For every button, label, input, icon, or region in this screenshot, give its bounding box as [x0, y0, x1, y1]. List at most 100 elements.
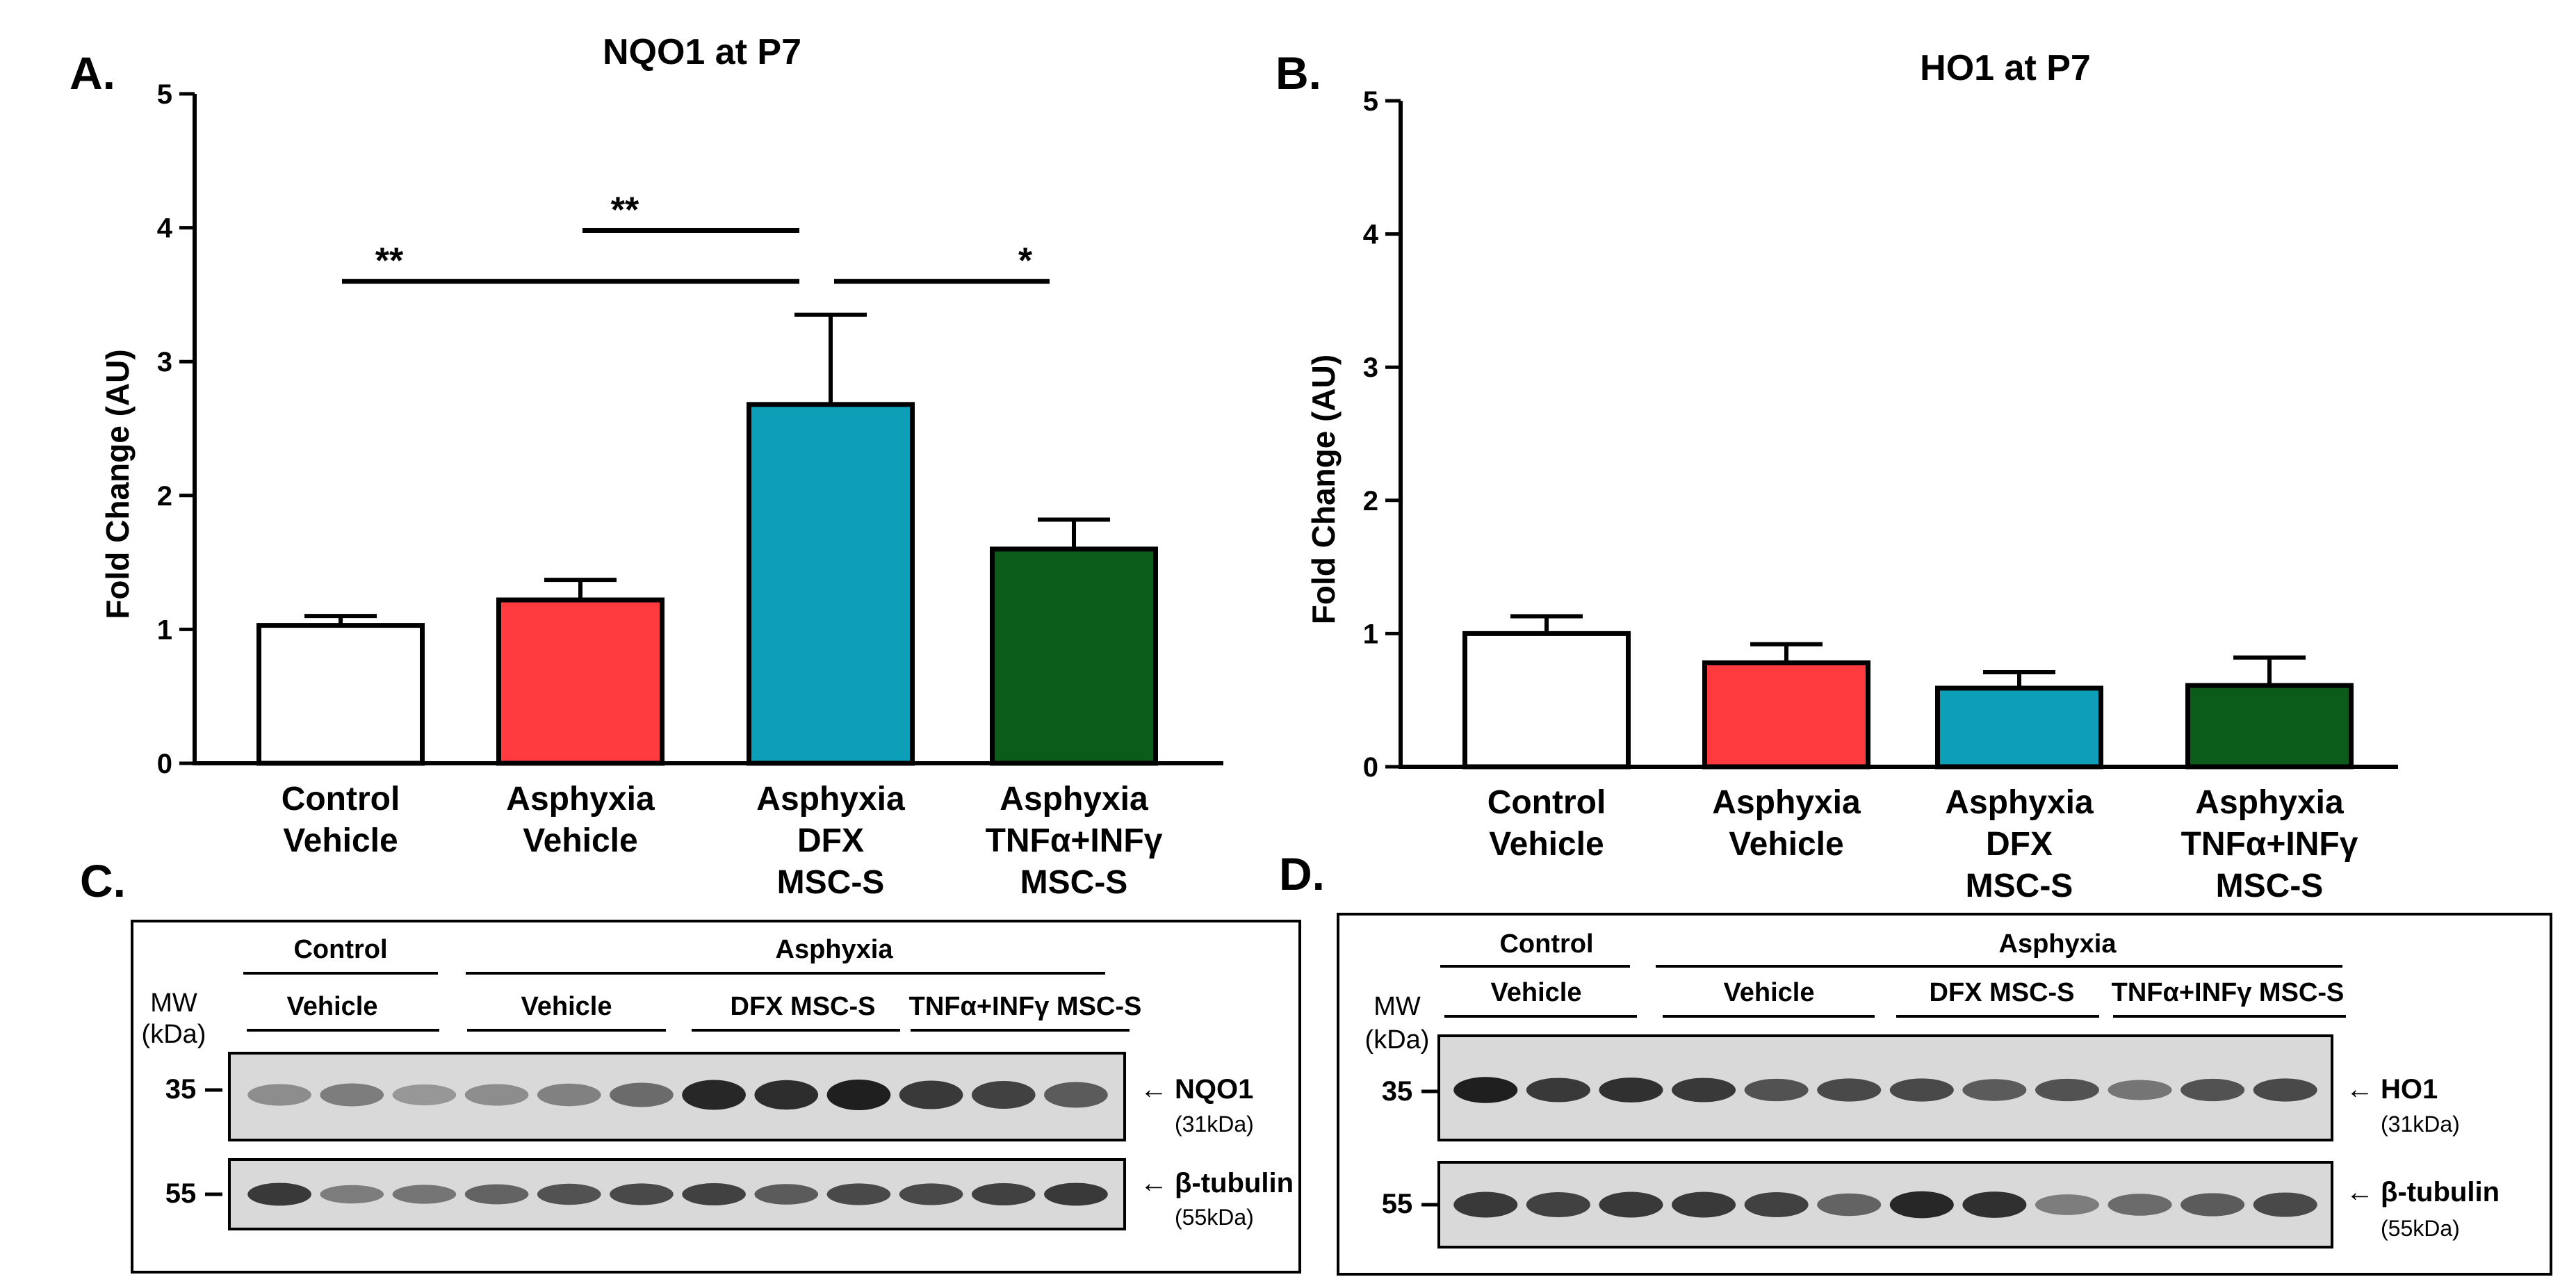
panel-b-bars: 0 1 2 3 4 5 Fold Change (AU) Control Vehicle Asph…: [1305, 86, 2398, 904]
panel-a-significance-label: **: [611, 190, 639, 230]
panel-a-y-tick-label: 1: [157, 615, 172, 645]
blot-band: [1672, 1191, 1736, 1218]
panel-a-category-label: Asphyxia DFX MSC-S: [756, 781, 905, 901]
panel-d-group-dfx: DFX MSC-S: [1930, 978, 2075, 1007]
blot-band: [826, 1183, 891, 1205]
blot-band: [754, 1184, 819, 1205]
blot-band: [1744, 1192, 1809, 1217]
blot-band: [899, 1183, 963, 1205]
panel-c-protein-tubulin: β-tubulin: [1175, 1168, 1294, 1198]
panel-c-arrow-nqo1: ←: [1140, 1074, 1168, 1105]
panel-a-category-label: Control Vehicle: [282, 781, 400, 859]
blot-band: [247, 1182, 311, 1206]
panel-a-y-tick-label: 0: [157, 749, 172, 779]
panel-d-mw-35: 35: [1382, 1076, 1413, 1107]
blot-band: [1744, 1078, 1809, 1102]
panel-c-asphyxia-label: Asphyxia: [776, 935, 894, 964]
blot-band: [392, 1185, 457, 1204]
panel-a-bar: [990, 546, 1158, 766]
panel-a-significance-label: *: [1018, 241, 1033, 282]
panel-a-category-label: Asphyxia TNFα+INFγ MSC-S: [986, 781, 1163, 901]
blot-band: [2180, 1078, 2245, 1102]
panel-d-asphyxia-label: Asphyxia: [1999, 929, 2117, 959]
panel-c-mw-label: MW: [150, 989, 197, 1018]
panel-b-category-label: Asphyxia TNFα+INFγ MSC-S: [2181, 784, 2358, 904]
blot-band: [610, 1183, 674, 1205]
panel-d-mw-55: 55: [1382, 1189, 1413, 1219]
panel-b-bar: [1935, 685, 2103, 770]
blot-band: [464, 1084, 529, 1106]
blot-band: [2180, 1193, 2245, 1217]
blot-band: [537, 1183, 601, 1205]
blot-band: [1889, 1078, 1954, 1102]
panel-b-y-tick-label: 4: [1363, 220, 1379, 250]
panel-c-protein-nqo1: NQO1: [1175, 1074, 1253, 1105]
blot-band: [754, 1080, 819, 1110]
blot-band: [682, 1183, 746, 1205]
blot-band: [1889, 1191, 1954, 1219]
panel-b-y-axis-label: Fold Change (AU): [1305, 355, 1342, 624]
blot-band: [682, 1080, 746, 1110]
panel-c-letter: C.: [80, 855, 126, 906]
panel-c-size-nqo1: (31kDa): [1175, 1112, 1254, 1137]
panel-a-title: NQO1 at P7: [603, 32, 801, 72]
panel-c-mw-35: 35: [165, 1074, 197, 1105]
panel-b-category-label: Asphyxia Vehicle: [1712, 784, 1861, 863]
panel-c-control-label: Control: [293, 935, 387, 964]
panel-d-arrow-ho1: ←: [2346, 1074, 2374, 1105]
panel-a-significance-label: **: [375, 241, 404, 282]
panel-a-bars: 0 1 2 3 4 5 Fold Change (AU) Control Vehicle Asph…: [99, 79, 1223, 901]
panel-c-group-vehicle-control: Vehicle: [287, 992, 378, 1021]
panel-a-y-tick-label: 4: [157, 213, 173, 244]
panel-a-y-tick-label: 5: [157, 79, 172, 110]
panel-b-category-label: Control Vehicle: [1487, 784, 1606, 863]
panel-a-y-tick-label: 3: [157, 347, 172, 377]
blot-band: [2108, 1080, 2172, 1100]
panel-b-letter: B.: [1275, 47, 1321, 99]
panel-b-title: HO1 at P7: [1920, 48, 2091, 88]
blot-band: [1962, 1079, 2027, 1101]
panel-c-bands-nqo1: [247, 1080, 1108, 1110]
blot-band: [1599, 1191, 1663, 1218]
panel-c-group-tnf: TNFα+INFγ MSC-S: [909, 992, 1142, 1021]
panel-d-western-blot: D. Control Asphyxia MW (kDa) Vehicle Veh…: [1279, 848, 2552, 1276]
panel-d-frame: [1337, 913, 2552, 1276]
panel-a-y-axis-label: Fold Change (AU): [99, 349, 136, 619]
blot-band: [971, 1183, 1036, 1205]
panel-d-arrow-tubulin: ←: [2346, 1177, 2374, 1207]
blot-band: [2253, 1078, 2317, 1102]
panel-d-size-tubulin: (55kDa): [2381, 1216, 2460, 1241]
blot-band: [1526, 1192, 1590, 1217]
blot-band: [247, 1084, 311, 1106]
panel-d-protein-ho1: HO1: [2381, 1074, 2438, 1105]
blot-band: [1453, 1077, 1518, 1103]
blot-band: [1599, 1077, 1663, 1103]
panel-b-y-tick-label: 0: [1363, 752, 1378, 783]
panel-b-y-tick-label: 3: [1363, 352, 1378, 383]
panel-c-size-tubulin: (55kDa): [1175, 1205, 1254, 1230]
panel-c-bands-tubulin: [247, 1182, 1108, 1206]
panel-a-category-label: Asphyxia Vehicle: [506, 781, 655, 859]
blot-band: [320, 1083, 384, 1107]
panel-c-group-dfx: DFX MSC-S: [731, 992, 876, 1021]
panel-d-bands-ho1: [1453, 1077, 2317, 1103]
panel-d-group-vehicle-asphyxia: Vehicle: [1724, 978, 1815, 1007]
blot-band: [899, 1080, 963, 1109]
blot-band: [1817, 1193, 1882, 1217]
blot-band: [2108, 1194, 2172, 1216]
blot-band: [1962, 1191, 2027, 1218]
panel-c-mw-55: 55: [165, 1178, 197, 1209]
panel-b-bar: [2185, 683, 2354, 770]
panel-c-group-vehicle-asphyxia: Vehicle: [521, 992, 612, 1021]
panel-a-letter: A.: [70, 47, 115, 99]
blot-band: [826, 1080, 891, 1110]
panel-d-letter: D.: [1279, 848, 1325, 900]
blot-band: [1817, 1078, 1882, 1102]
blot-band: [1526, 1077, 1590, 1103]
blot-band: [537, 1083, 601, 1107]
panel-b-bar: [1702, 660, 1870, 770]
panel-d-protein-tubulin: β-tubulin: [2381, 1177, 2500, 1207]
blot-band: [464, 1184, 529, 1205]
panel-d-group-tnf: TNFα+INFγ MSC-S: [2112, 978, 2345, 1007]
